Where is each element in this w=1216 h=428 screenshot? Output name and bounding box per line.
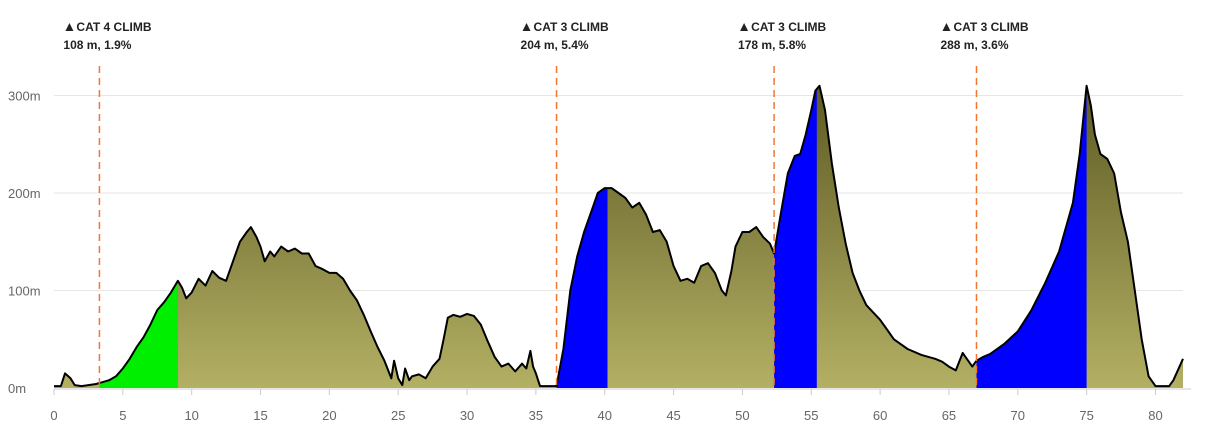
climb-stats: 108 m, 1.9% (63, 38, 131, 52)
x-axis: 0 5 10 15 20 25 30 35 40 45 50 55 60 65 70 75 80 (50, 388, 1191, 423)
x-tick-label: 55 (804, 408, 818, 423)
climb-title: CAT 3 CLIMB (534, 20, 609, 34)
x-tick-label: 15 (253, 408, 267, 423)
x-tick-label: 45 (666, 408, 680, 423)
y-tick-label: 300m (8, 89, 41, 104)
climb-segment-fill (774, 89, 817, 388)
climb-stats: 178 m, 5.8% (738, 38, 806, 52)
x-tick-label: 60 (873, 408, 887, 423)
climb-title: CAT 3 CLIMB (751, 20, 826, 34)
x-tick-label: 20 (322, 408, 336, 423)
x-tick-label: 70 (1011, 408, 1025, 423)
climb-segment-fill (556, 188, 608, 388)
climb-stats: 288 m, 3.6% (940, 38, 1008, 52)
y-tick-label: 100m (8, 284, 41, 299)
climb-markers: CAT 4 CLIMB 108 m, 1.9% CAT 3 CLIMB 204 m, … (63, 20, 1029, 388)
y-tick-label: 200m (8, 186, 41, 201)
x-tick-label: 40 (597, 408, 611, 423)
climb-title: CAT 4 CLIMB (76, 20, 151, 34)
mountain-triangle-icon (522, 23, 531, 31)
x-tick-label: 35 (529, 408, 543, 423)
climb-segment-fill (99, 280, 178, 388)
elevation-line (54, 84, 1184, 388)
x-tick-label: 5 (119, 408, 126, 423)
climb-segments (99, 85, 1087, 389)
climb-title: CAT 3 CLIMB (953, 20, 1028, 34)
y-tick-label: 0m (8, 381, 26, 396)
x-tick-label: 0 (50, 408, 57, 423)
x-tick-label: 30 (460, 408, 474, 423)
x-tick-label: 75 (1079, 408, 1093, 423)
climb-stats: 204 m, 5.4% (521, 38, 589, 52)
climb-marker: CAT 4 CLIMB 108 m, 1.9% (63, 20, 152, 388)
climb-segment-fill (976, 85, 1087, 389)
x-tick-label: 80 (1148, 408, 1162, 423)
x-tick-label: 50 (735, 408, 749, 423)
elevation-area (54, 85, 1183, 389)
climb-marker: CAT 3 CLIMB 204 m, 5.4% (521, 20, 609, 388)
x-tick-label: 65 (942, 408, 956, 423)
y-axis: 0m 100m 200m 300m (8, 89, 41, 397)
mountain-triangle-icon (942, 23, 951, 31)
elevation-outline (54, 84, 1184, 388)
elevation-area-fill (54, 85, 1183, 389)
climb-marker: CAT 3 CLIMB 288 m, 3.6% (940, 20, 1029, 388)
x-tick-label: 10 (184, 408, 198, 423)
x-tick-label: 25 (391, 408, 405, 423)
mountain-triangle-icon (740, 23, 749, 31)
mountain-triangle-icon (65, 23, 74, 31)
climb-marker: CAT 3 CLIMB 178 m, 5.8% (738, 20, 827, 388)
